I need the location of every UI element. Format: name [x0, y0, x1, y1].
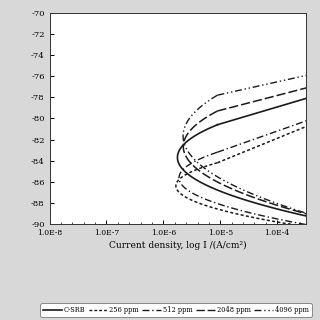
X-axis label: Current density, log I /(A/cm²): Current density, log I /(A/cm²) — [109, 241, 246, 250]
Legend: C-SRB, 256 ppm, 512 ppm, 2048 ppm, 4096 ppm: C-SRB, 256 ppm, 512 ppm, 2048 ppm, 4096 … — [40, 303, 312, 317]
